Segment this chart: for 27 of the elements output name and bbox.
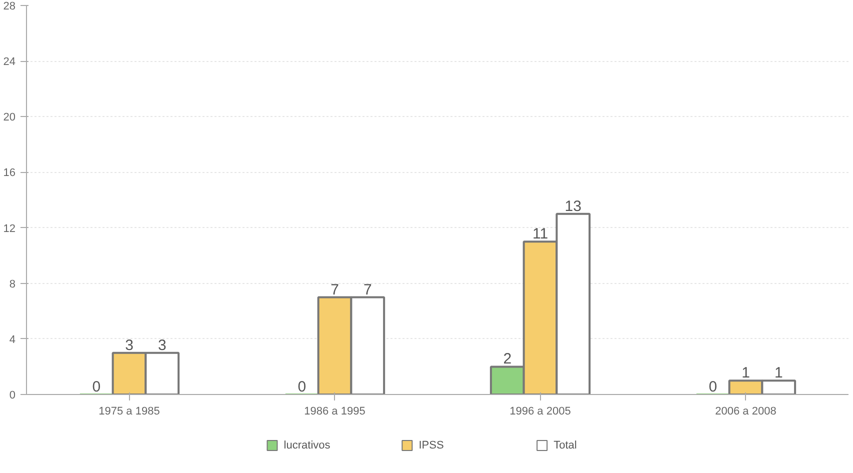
data-label: 0 — [92, 378, 101, 396]
data-label: 0 — [298, 378, 306, 396]
data-label: 2 — [503, 350, 512, 368]
x-tick-label: 1996 a 2005 — [510, 406, 571, 418]
data-label: 11 — [532, 226, 548, 243]
data-label: 1 — [774, 364, 783, 382]
y-tick-label: 12 — [3, 222, 16, 235]
data-label: 13 — [564, 198, 582, 215]
data-label: 3 — [125, 336, 134, 354]
x-tick-label: 2006 a 2008 — [715, 406, 776, 418]
y-tick-label: 16 — [3, 167, 16, 180]
data-label: 7 — [363, 281, 372, 298]
data-label: 7 — [330, 281, 339, 298]
y-tick-label: 20 — [3, 112, 16, 124]
y-tick-label: 8 — [9, 278, 16, 290]
data-label: 0 — [708, 378, 718, 396]
y-tick-label: 24 — [3, 56, 16, 68]
y-tick-label: 0 — [9, 390, 16, 402]
legend-label: IPSS — [418, 440, 444, 452]
y-tick-label: 28 — [3, 0, 16, 12]
x-tick-label: 1975 a 1985 — [98, 406, 160, 418]
data-label: 1 — [742, 364, 750, 382]
x-tick-label: 1986 a 1995 — [304, 406, 366, 418]
legend-label: lucrativos — [284, 440, 331, 452]
data-label: 3 — [158, 336, 166, 354]
y-tick-label: 4 — [9, 334, 16, 346]
legend-label: Total — [554, 440, 577, 452]
